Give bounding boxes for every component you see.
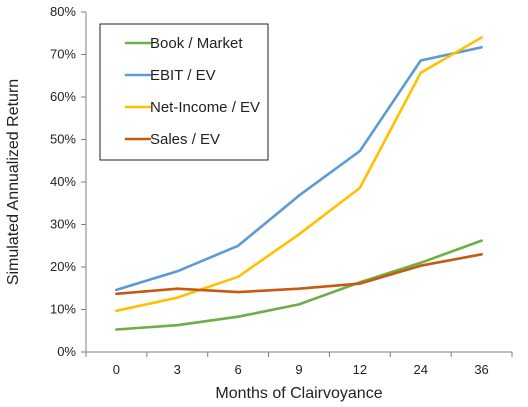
x-tick-label: 24 — [413, 362, 427, 377]
x-tick-label: 6 — [235, 362, 242, 377]
x-tick-label: 9 — [295, 362, 302, 377]
y-tick-label: 80% — [50, 4, 76, 19]
x-tick-label: 0 — [113, 362, 120, 377]
x-tick-label: 12 — [353, 362, 367, 377]
x-axis-title: Months of Clairvoyance — [215, 385, 382, 402]
legend-label: Book / Market — [150, 35, 243, 52]
y-tick-label: 30% — [50, 217, 76, 232]
legend: Book / Market EBIT / EV Net-Income / EV Sal… — [99, 23, 269, 161]
y-tick-label: 40% — [50, 174, 76, 189]
series-line-3 — [115, 253, 483, 296]
y-axis-title: Simulated Annualized Return — [5, 79, 22, 285]
legend-frame — [99, 23, 269, 161]
x-tick-label: 36 — [474, 362, 488, 377]
axes: 0%10%20%30%40%50%60%70%80%0 3 6 9 12 24 36 — [50, 4, 513, 377]
y-tick-label: 20% — [50, 259, 76, 274]
legend-label: Net-Income / EV — [150, 99, 260, 116]
y-tick-label: 70% — [50, 47, 76, 62]
legend-label: Sales / EV — [150, 131, 220, 148]
series-line-2 — [115, 36, 483, 313]
y-tick-label: 0% — [57, 344, 76, 359]
y-tick-label: 60% — [50, 89, 76, 104]
legend-label: EBIT / EV — [150, 67, 216, 84]
series-lines — [115, 36, 483, 331]
series-line-1 — [115, 45, 483, 292]
y-tick-label: 10% — [50, 302, 76, 317]
x-tick-label: 3 — [174, 362, 181, 377]
y-tick-label: 50% — [50, 132, 76, 147]
series-line-0 — [115, 239, 483, 331]
